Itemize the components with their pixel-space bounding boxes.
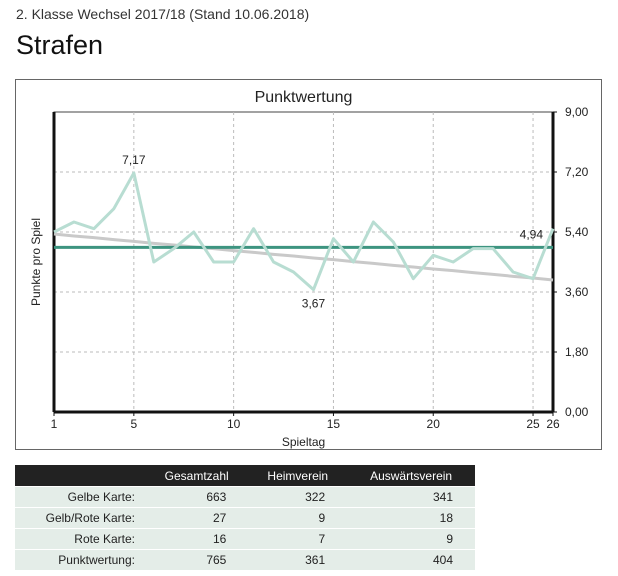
- x-tick-label: 20: [427, 417, 441, 431]
- table-row: Punktwertung: 765 361 404: [15, 549, 475, 570]
- table-row: Gelbe Karte: 663 322 341: [15, 486, 475, 508]
- page-title: Strafen: [16, 30, 104, 60]
- table-cell: 341: [347, 486, 475, 508]
- table-header-row: Gesamtzahl Heimverein Auswärtsverein: [15, 465, 475, 487]
- x-tick-label: 5: [130, 417, 137, 431]
- column-header: Gesamtzahl: [145, 465, 249, 487]
- y-tick-label: 1,80: [565, 345, 589, 359]
- x-tick-label: 25: [526, 417, 540, 431]
- table-cell: 16: [145, 528, 249, 550]
- stats-table: Gesamtzahl Heimverein Auswärtsverein Gel…: [15, 465, 475, 570]
- column-header: Auswärtsverein: [347, 465, 475, 487]
- table-cell: 7: [248, 528, 348, 550]
- table-cell: 361: [248, 549, 348, 570]
- table-cell: 9: [347, 528, 475, 550]
- series-line-trend: [53, 232, 554, 282]
- table-cell: 322: [248, 486, 348, 508]
- y-tick-label: 9,00: [565, 105, 589, 119]
- data-label: 7,17: [122, 153, 146, 167]
- row-label: Gelb/Rote Karte:: [15, 507, 145, 529]
- chart-title: Punktwertung: [255, 89, 353, 106]
- column-header: Heimverein: [248, 465, 348, 487]
- series-line-points: [53, 171, 555, 292]
- x-tick-label: 26: [546, 417, 560, 431]
- column-header: [15, 465, 145, 487]
- page-subtitle: 2. Klasse Wechsel 2017/18 (Stand 10.06.2…: [16, 6, 310, 22]
- table-cell: 404: [347, 549, 475, 570]
- table-cell: 9: [248, 507, 348, 529]
- table-row: Rote Karte: 16 7 9: [15, 528, 475, 550]
- table-cell: 27: [145, 507, 249, 529]
- y-tick-label: 5,40: [565, 225, 589, 239]
- x-tick-label: 15: [327, 417, 341, 431]
- table-cell: 765: [145, 549, 249, 570]
- plot-area: [53, 111, 554, 413]
- data-label: 4,94: [520, 227, 544, 241]
- y-tick-label: 7,20: [565, 165, 589, 179]
- y-tick-label: 0,00: [565, 405, 589, 419]
- table-cell: 18: [347, 507, 475, 529]
- y-tick-label: 3,60: [565, 285, 589, 299]
- row-label: Rote Karte:: [15, 528, 145, 550]
- table-cell: 663: [145, 486, 249, 508]
- x-axis-label: Spieltag: [282, 435, 325, 449]
- x-tick-label: 10: [227, 417, 241, 431]
- y-axis-label: Punkte pro Spiel: [29, 218, 43, 306]
- chart-container: Punktwertung 0,00 1,80 3,60 5,40 7,20 9,00 1 5 10…: [15, 79, 602, 450]
- x-tick-label: 1: [51, 417, 58, 431]
- row-label: Gelbe Karte:: [15, 486, 145, 508]
- data-label: 3,67: [302, 297, 326, 311]
- row-label: Punktwertung:: [15, 549, 145, 570]
- table-row: Gelb/Rote Karte: 27 9 18: [15, 507, 475, 529]
